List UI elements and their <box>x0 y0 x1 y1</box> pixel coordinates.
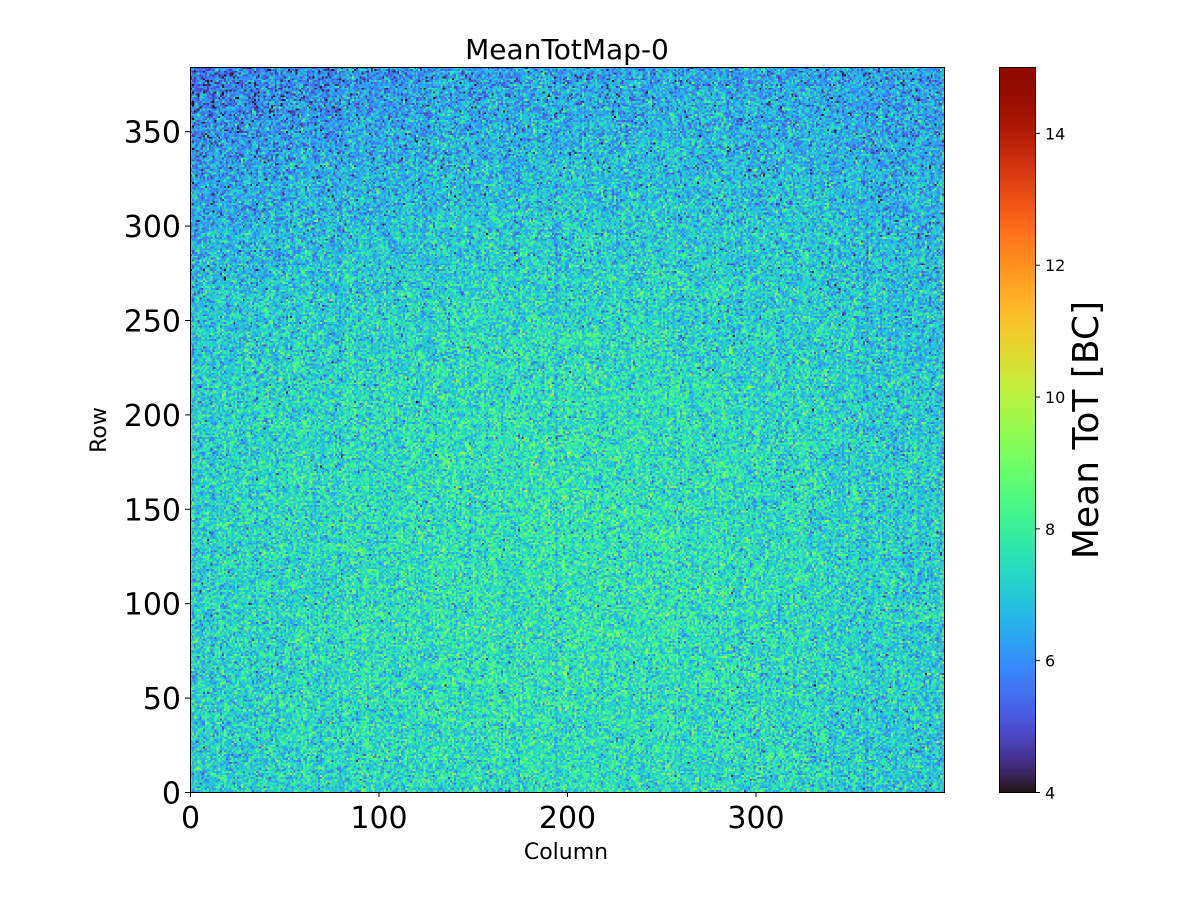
x-tick-label: 100 <box>350 801 407 836</box>
plot-frame <box>190 67 945 793</box>
colorbar-frame <box>999 67 1036 793</box>
x-tick-label: 200 <box>539 801 596 836</box>
colorbar-tick-label: 6 <box>1045 652 1055 671</box>
colorbar-tick-label: 8 <box>1045 520 1055 539</box>
heatmap-image <box>190 67 944 792</box>
y-tick-label: 350 <box>124 116 181 151</box>
y-tick-label: 150 <box>124 493 181 528</box>
colorbar-tick-label: 14 <box>1045 124 1065 143</box>
y-tick-label: 250 <box>124 304 181 339</box>
y-axis-label: Row <box>87 407 112 453</box>
y-tick-label: 100 <box>124 588 181 623</box>
x-axis-label: Column <box>524 840 608 865</box>
y-tick-label: 50 <box>143 682 181 717</box>
x-tick-label: 0 <box>181 801 200 836</box>
y-tick-label: 0 <box>162 777 181 812</box>
colorbar-tick-label: 4 <box>1045 784 1055 803</box>
y-tick-label: 200 <box>124 399 181 434</box>
x-tick-label: 300 <box>727 801 784 836</box>
colorbar-tick-label: 10 <box>1045 388 1065 407</box>
colorbar-gradient <box>999 67 1035 792</box>
colorbar-label: Mean ToT [BC] <box>1066 301 1107 559</box>
colorbar-tick-label: 12 <box>1045 256 1065 275</box>
y-tick-label: 300 <box>124 210 181 245</box>
chart-title: MeanTotMap-0 <box>465 33 669 66</box>
